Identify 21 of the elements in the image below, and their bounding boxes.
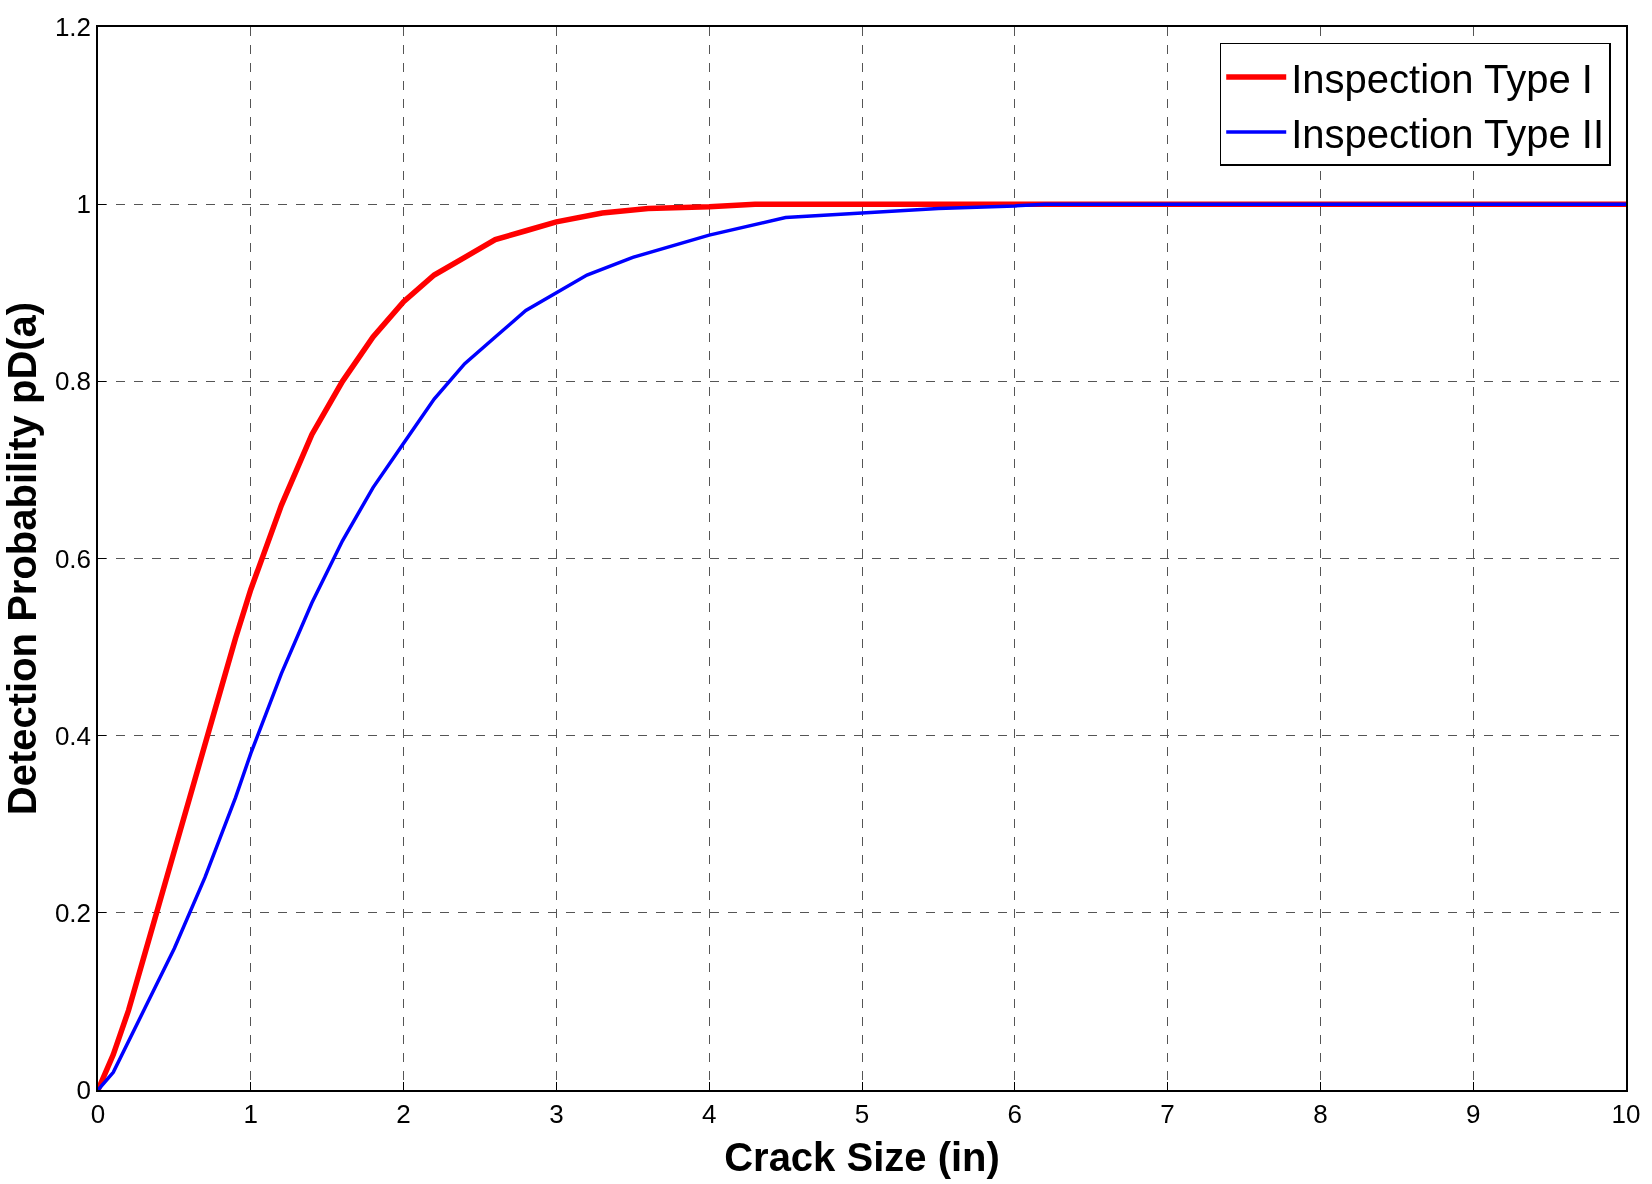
- y-tick-label: 0.2: [54, 897, 92, 928]
- x-tick-label: 4: [701, 1098, 717, 1129]
- y-tick-label: 0.4: [54, 720, 92, 751]
- y-tick-label: 0.6: [54, 543, 92, 574]
- y-tick-label: 1.2: [54, 12, 92, 43]
- y-axis-title: Detection Probability pD(a): [0, 301, 44, 816]
- x-axis-title: Crack Size (in): [724, 1134, 1000, 1179]
- x-tick-label: 1: [243, 1098, 259, 1129]
- x-tick-label: 5: [854, 1098, 870, 1129]
- x-tick-label: 10: [1611, 1098, 1641, 1129]
- x-tick-label: 8: [1313, 1098, 1328, 1129]
- y-tick-label: 1: [76, 189, 92, 220]
- y-tick-label: 0: [76, 1075, 92, 1106]
- x-tick-label: 2: [396, 1098, 411, 1129]
- legend-label: Inspection Type I: [1291, 56, 1593, 101]
- legend-label: Inspection Type II: [1291, 111, 1605, 156]
- y-tick-label: 0.8: [54, 366, 92, 397]
- x-tick-label: 7: [1160, 1098, 1175, 1129]
- x-tick-label: 9: [1465, 1098, 1481, 1129]
- x-tick-label: 3: [549, 1098, 564, 1129]
- x-tick-label: 6: [1007, 1098, 1023, 1129]
